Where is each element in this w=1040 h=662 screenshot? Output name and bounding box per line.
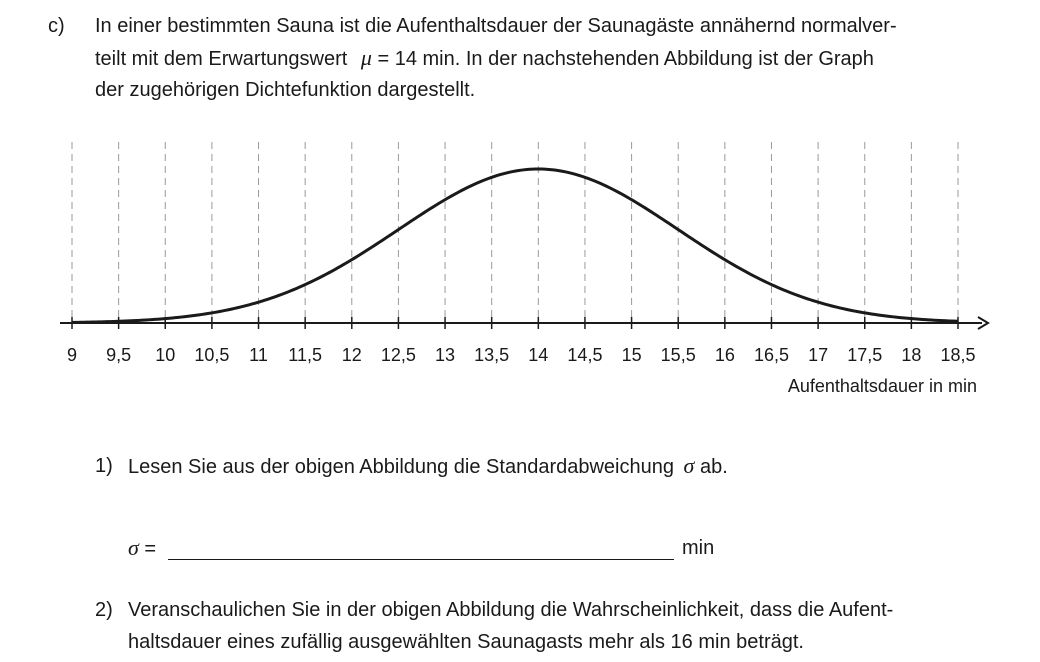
answer-sigma-symbol: σ: [128, 535, 139, 560]
q1-number: 1): [95, 455, 113, 477]
x-tick-label: 11: [249, 345, 268, 365]
x-axis: [60, 316, 990, 330]
x-tick-label: 14,5: [567, 345, 602, 365]
grid-lines: [71, 142, 959, 323]
x-tick-label: 18: [901, 345, 921, 365]
mu-symbol: μ: [360, 45, 372, 70]
q2-line-2: haltsdauer eines zufällig ausgewählten S…: [128, 631, 804, 653]
answer-blank-field[interactable]: [168, 559, 674, 560]
x-tick-label: 14: [528, 345, 548, 365]
x-tick-label: 12: [342, 345, 362, 365]
intro-line-2-b: = 14 min. In der nachstehenden Abbildung…: [377, 48, 874, 70]
intro-line-1: In einer bestimmten Sauna ist die Aufent…: [95, 15, 897, 37]
density-curve: [71, 167, 959, 324]
intro-line-2: teilt mit dem Erwartungswert μ = 14 min.…: [95, 42, 874, 75]
x-tick-labels: 9 9,5 10 10,5 11 11,5 12 12,5 13 13,5 14 14,5 15 15,5…: [67, 345, 976, 365]
x-tick-label: 13,5: [474, 345, 509, 365]
x-tick-label: 9: [67, 345, 77, 365]
x-ticks: [71, 317, 959, 329]
x-tick-label: 10: [155, 345, 175, 365]
answer-row: σ =: [128, 532, 156, 565]
curve-layer: [71, 167, 959, 324]
intro-line-2-a: teilt mit dem Erwartungswert: [95, 48, 348, 70]
q2-number: 2): [95, 599, 113, 621]
x-axis-title: Aufenthaltsdauer in min: [788, 376, 977, 396]
x-tick-label: 16: [715, 345, 735, 365]
q1-text-b: ab.: [699, 456, 728, 478]
x-tick-label: 15,5: [661, 345, 696, 365]
intro-line-3: der zugehörigen Dichtefunktion dargestel…: [95, 79, 476, 101]
q2-line-1: Veranschaulichen Sie in der obigen Abbil…: [128, 599, 894, 621]
x-tick-label: 13: [435, 345, 455, 365]
x-tick-label: 11,5: [288, 345, 322, 365]
x-tick-label: 9,5: [106, 345, 131, 365]
task-label: c): [48, 15, 65, 37]
answer-equals: =: [144, 538, 157, 560]
density-chart: 9 9,5 10 10,5 11 11,5 12 12,5 13 13,5 14 14,5 15 15,5…: [60, 142, 990, 396]
x-tick-label: 10,5: [194, 345, 229, 365]
x-tick-label: 18,5: [940, 345, 975, 365]
answer-unit: min: [682, 537, 715, 559]
x-tick-label: 12,5: [381, 345, 416, 365]
x-tick-label: 15: [622, 345, 642, 365]
q1-sigma-symbol: σ: [683, 453, 695, 478]
x-tick-label: 16,5: [754, 345, 789, 365]
x-axis-arrow-icon: [977, 316, 990, 330]
x-tick-label: 17: [808, 345, 828, 365]
x-tick-label: 17,5: [847, 345, 882, 365]
q1-text-a: Lesen Sie aus der obigen Abbildung die S…: [128, 456, 674, 478]
q1-text: Lesen Sie aus der obigen Abbildung die S…: [128, 450, 728, 483]
